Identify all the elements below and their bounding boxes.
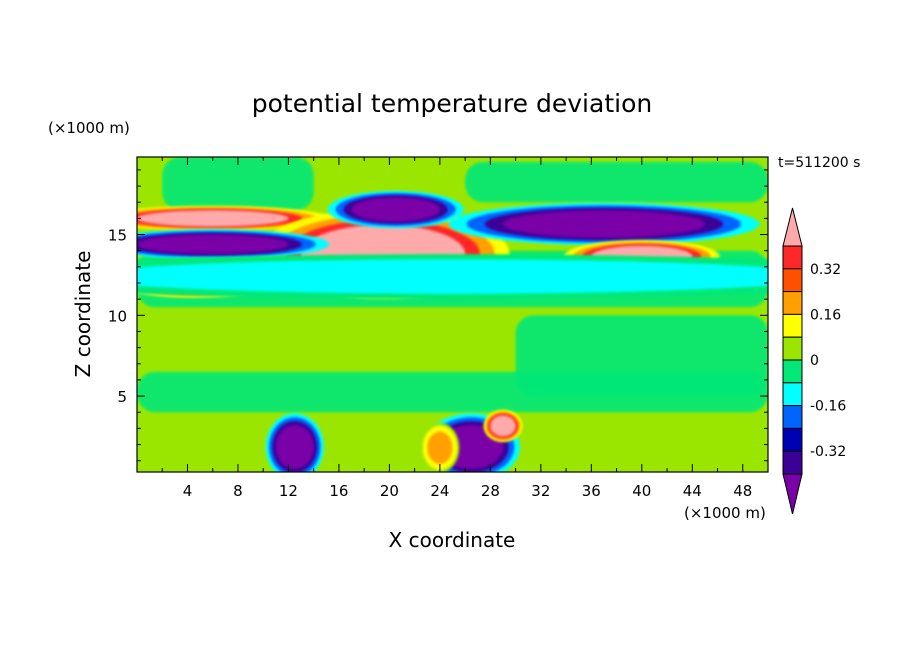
field-feature-upper-cold-band — [137, 229, 330, 260]
y-axis: 5 10 15 — [108, 169, 768, 462]
colorbar-label: -0.16 — [810, 399, 846, 415]
colorbar-segment — [782, 359, 803, 384]
colorbar-segment — [782, 313, 803, 338]
colorbar-segment — [782, 245, 803, 270]
field-contour — [137, 210, 289, 227]
x-tick-label: 24 — [430, 482, 449, 500]
x-tick-label: 8 — [233, 482, 243, 500]
field-feature-surface-cold-1 — [265, 413, 324, 472]
colorbar-segment — [782, 450, 803, 475]
contour-field — [137, 157, 768, 472]
colorbar-max-triangle — [782, 207, 803, 247]
x-axis: 4 8 12 16 20 24 28 32 36 40 44 48 — [161, 157, 752, 500]
field-region — [465, 161, 768, 203]
colorbar-segment — [782, 336, 803, 361]
field-contour — [137, 262, 768, 292]
y-tick-label: 5 — [117, 388, 127, 406]
field-region — [162, 157, 314, 211]
colorbar-segment — [782, 268, 803, 293]
y-tick-label: 15 — [108, 227, 127, 245]
x-tick-label: 40 — [632, 482, 651, 500]
x-tick-label: 12 — [279, 482, 298, 500]
field-contour — [427, 431, 453, 464]
x-tick-label: 20 — [380, 482, 399, 500]
colorbar-segment — [782, 405, 803, 429]
field-contour — [490, 415, 516, 437]
field-feature-cyan-layer — [137, 254, 768, 299]
field-contour — [351, 197, 440, 222]
x-unit-label: (×1000 m) — [684, 504, 766, 522]
field-contour — [502, 210, 705, 238]
colorbar-segment — [782, 291, 803, 315]
x-tick-label: 44 — [683, 482, 702, 500]
colorbar-min-triangle — [782, 473, 803, 515]
colorbar-label: 0 — [810, 353, 819, 369]
colorbar-segment — [782, 427, 803, 452]
x-tick-label: 32 — [531, 482, 550, 500]
field-feature-upper-cold-cap — [327, 190, 464, 229]
chart-title: potential temperature deviation — [252, 89, 652, 118]
colorbar: 0.32 0.16 0 -0.16 -0.32 — [782, 207, 846, 515]
field-contour — [275, 425, 314, 469]
colorbar-label: 0.32 — [810, 262, 841, 278]
x-tick-label: 48 — [733, 482, 752, 500]
colorbar-label: -0.32 — [810, 444, 846, 460]
time-label: t=511200 s — [778, 155, 860, 171]
colorbar-label: 0.16 — [810, 307, 841, 323]
field-feature-upper-cold-right — [448, 202, 760, 246]
x-tick-label: 28 — [481, 482, 500, 500]
y-unit-label: (×1000 m) — [48, 119, 130, 137]
plot-frame — [136, 156, 769, 473]
field-contour — [137, 234, 289, 254]
y-axis-label: Z coordinate — [71, 251, 95, 378]
field-feature-surface-warm-1 — [420, 422, 460, 472]
x-tick-label: 4 — [183, 482, 193, 500]
x-tick-label: 36 — [582, 482, 601, 500]
colorbar-segment — [782, 382, 803, 407]
field-feature-upper-warm-band-1 — [137, 205, 330, 231]
y-tick-label: 10 — [108, 307, 127, 325]
x-tick-label: 16 — [329, 482, 348, 500]
field-feature-surface-warm-2 — [483, 409, 523, 443]
x-axis-label: X coordinate — [389, 528, 516, 552]
field-region — [515, 315, 768, 397]
